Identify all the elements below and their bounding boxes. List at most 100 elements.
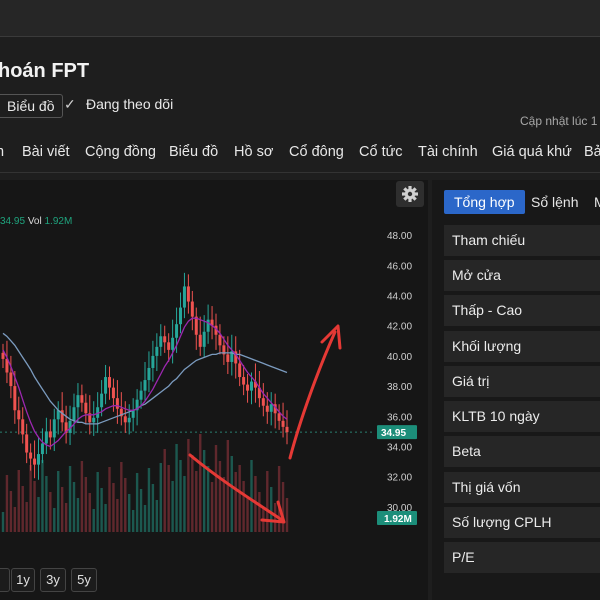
range-button-3y[interactable]: 3y: [40, 568, 66, 592]
candle-body: [143, 380, 147, 391]
stat-label: Số lượng CPLH: [452, 514, 552, 530]
top-bar: [0, 0, 600, 37]
range-button-1y[interactable]: 1y: [11, 568, 35, 592]
stat-row-cplh: Số lượng CPLH: [444, 507, 600, 538]
candle-body: [273, 404, 277, 414]
volume-bar: [104, 504, 107, 532]
stat-row-tham-chieu: Tham chiếu: [444, 225, 600, 256]
nav-tab-cong-dong[interactable]: Cộng đồng: [85, 144, 156, 160]
volume-bar: [88, 493, 91, 532]
volume-bar: [191, 455, 194, 532]
volume-bar: [258, 492, 261, 532]
volume-bar: [226, 440, 230, 532]
nav-tab-ho-so[interactable]: Hồ sơ: [234, 144, 274, 160]
volume-bar: [195, 471, 198, 532]
stat-row-thi-gia-von: Thị giá vốn: [444, 472, 600, 503]
volume-bar: [242, 481, 245, 532]
candle-body: [163, 336, 167, 343]
y-tick-label: 32.00: [387, 473, 412, 484]
volume-bar: [266, 471, 269, 532]
candle-body: [250, 381, 253, 391]
candle-body: [37, 454, 40, 465]
follow-button[interactable]: ✓ Đang theo dõi: [64, 96, 173, 113]
volume-bar: [120, 462, 123, 532]
candle-body: [226, 354, 230, 362]
candle-body: [139, 390, 143, 400]
candle-body: [167, 342, 171, 350]
candle-body: [261, 398, 265, 406]
candle-body: [147, 367, 151, 381]
volume-bar: [100, 488, 103, 532]
volume-bar: [5, 475, 9, 532]
stat-row-mo-cua: Mở cửa: [444, 260, 600, 291]
volume-bar: [139, 489, 143, 532]
volume-bar: [238, 465, 241, 532]
candle-body: [48, 431, 52, 438]
nav-tab-bai-viet[interactable]: Bài viết: [22, 144, 70, 160]
volume-bar: [218, 461, 222, 532]
candle-body: [88, 413, 92, 423]
range-button-5y[interactable]: 5y: [71, 568, 97, 592]
volume-bar: [68, 466, 72, 532]
range-button-partial[interactable]: [0, 568, 10, 592]
candle-body: [281, 420, 285, 427]
nav-tab-gia-qua-khu[interactable]: Giá quá khứ: [492, 144, 572, 160]
candle-body: [238, 363, 242, 378]
up-arrow-line: [288, 330, 337, 460]
candle-body: [210, 319, 214, 326]
candle-body: [52, 419, 56, 438]
chart-area[interactable]: [0, 180, 428, 600]
candle-body: [96, 407, 100, 418]
volume-bar: [112, 483, 115, 532]
nav-tab-co-dong[interactable]: Cổ đông: [289, 144, 344, 160]
nav-tab-more[interactable]: Bả: [584, 144, 600, 160]
candle-body: [182, 286, 186, 308]
candle-body: [119, 408, 123, 417]
candle-body: [218, 334, 222, 346]
tab-more[interactable]: M: [594, 194, 600, 210]
volume-bar: [13, 507, 17, 532]
stat-row-khoi-luong: Khối lượng: [444, 331, 600, 362]
candle-body: [5, 358, 9, 373]
check-icon: ✓: [64, 96, 76, 112]
volume-bar: [64, 503, 68, 532]
candle-body: [29, 452, 33, 459]
nav-tab-0[interactable]: n: [0, 144, 5, 160]
candle-body: [13, 386, 17, 411]
chart-button[interactable]: Biểu đồ: [0, 94, 64, 118]
stat-label: Thấp - Cao: [452, 302, 523, 318]
candle-body: [60, 410, 64, 423]
volume-bar: [155, 500, 159, 532]
nav-tab-co-tuc[interactable]: Cổ tức: [359, 144, 403, 160]
candle-body: [68, 420, 72, 433]
y-tick-label: 38.00: [387, 382, 412, 393]
volume-bar: [199, 434, 202, 532]
volume-bar: [151, 484, 155, 532]
volume-bar: [41, 460, 44, 532]
volume-bar: [175, 444, 178, 532]
volume-bar: [45, 476, 48, 532]
legend-vol-value: 1.92M: [44, 216, 73, 227]
down-arrow-head: [260, 500, 286, 524]
candle-body: [175, 324, 179, 338]
volume-bar: [17, 470, 20, 532]
volume-bar: [214, 445, 218, 532]
nav-tab-bieu-do[interactable]: Biểu đồ: [169, 144, 219, 160]
candle-body: [40, 443, 44, 455]
tab-tong-hop[interactable]: Tổng hợp: [444, 190, 525, 214]
price-chart[interactable]: 48.00 46.00 44.00 42.00 40.00 38.00 36.00 34.00…: [0, 180, 428, 540]
price-label: 34.95: [381, 428, 406, 439]
stat-label: Thị giá vốn: [452, 479, 521, 495]
volume-bar: [179, 460, 182, 532]
candle-body: [17, 410, 21, 420]
candle-body: [186, 286, 190, 302]
nav-tab-tai-chinh[interactable]: Tài chính: [418, 144, 478, 160]
stat-label: Beta: [452, 443, 481, 459]
gear-icon: [402, 186, 418, 202]
volume-bar: [163, 449, 166, 532]
tab-so-lenh[interactable]: Sổ lệnh: [531, 194, 579, 210]
settings-button[interactable]: [396, 181, 424, 207]
candle-body: [265, 405, 269, 412]
candle-body: [80, 395, 84, 403]
candle-body: [151, 355, 155, 368]
